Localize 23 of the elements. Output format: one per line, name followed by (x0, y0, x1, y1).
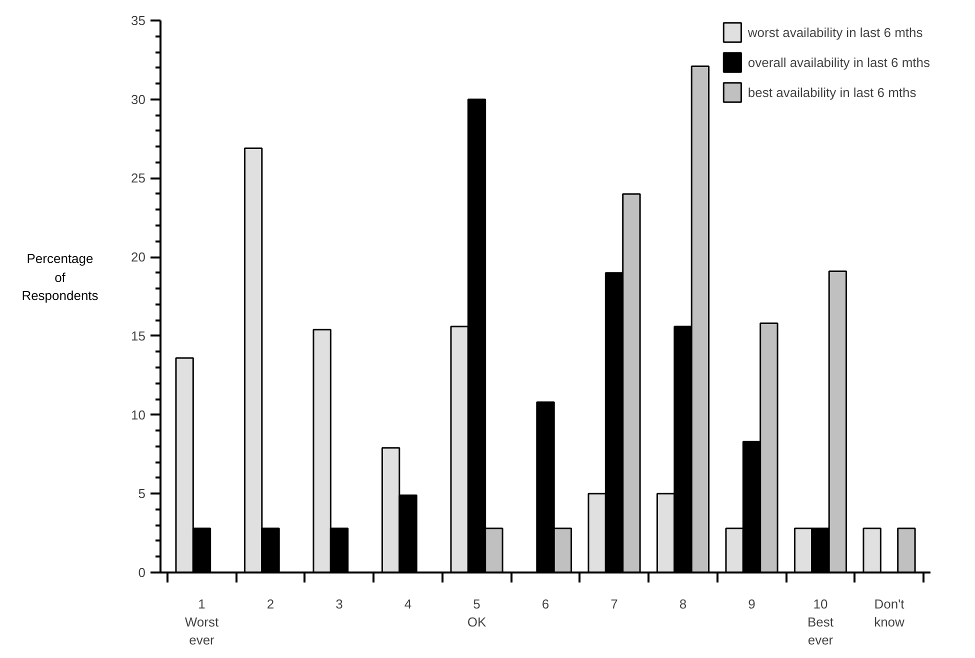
y-tick-label: 30 (131, 92, 146, 107)
y-tick-label: 35 (131, 13, 146, 28)
x-tick-label: 5 OK (467, 596, 486, 630)
x-tick-label: 4 (404, 596, 412, 612)
legend-label: best availability in last 6 mths (748, 84, 916, 100)
legend-label: worst availability in last 6 mths (748, 24, 923, 40)
x-tick-label: 8 (679, 596, 687, 612)
x-tick-label: Don't know (874, 596, 906, 630)
x-tick-label: 7 (610, 596, 618, 612)
x-tick-label: 6 (542, 596, 550, 612)
x-tick-label: 1 Worst ever (184, 596, 219, 648)
x-tick-label: 2 (266, 596, 274, 612)
y-tick-label: 25 (131, 170, 146, 186)
y-tick-label: 20 (131, 250, 146, 265)
y-tick-label: 5 (138, 486, 146, 502)
y-tick-label: 0 (138, 565, 146, 580)
x-tick-label: 3 (336, 596, 343, 612)
y-tick-label: 15 (131, 328, 146, 344)
x-tick-label: 9 (748, 596, 756, 612)
legend-label: overall availability in last 6 mths (748, 54, 930, 70)
y-tick-label: 10 (131, 407, 146, 422)
x-tick-label: 10 Best ever (807, 596, 834, 648)
y-axis-title: Percentage of Respondents (22, 250, 98, 306)
